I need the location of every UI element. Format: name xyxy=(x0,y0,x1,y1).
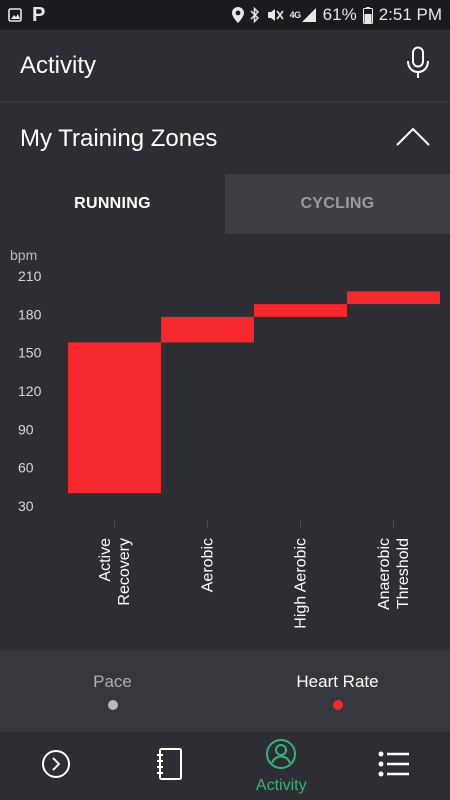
x-tick-label: Aerobic xyxy=(200,538,217,592)
y-tick-label: 180 xyxy=(18,306,42,322)
network-indicator: 4G xyxy=(290,7,317,23)
bottom-nav: Activity xyxy=(0,732,450,800)
zone-bar xyxy=(68,342,161,494)
image-icon xyxy=(8,8,22,22)
tab-running[interactable]: RUNNING xyxy=(0,174,225,234)
battery-percent: 61% xyxy=(322,5,357,24)
toggle-pace-dot xyxy=(107,700,118,710)
clock: 2:51 PM xyxy=(378,5,442,24)
location-icon xyxy=(231,7,244,23)
y-tick-label: 210 xyxy=(18,268,42,284)
nav-activity[interactable]: Activity xyxy=(225,732,338,800)
chevron-up-icon[interactable] xyxy=(396,127,430,152)
x-tick-label: High Aerobic xyxy=(293,538,310,629)
nav-menu[interactable] xyxy=(338,732,450,800)
toggle-pace-label: Pace xyxy=(93,672,132,691)
toggle-heart-rate[interactable]: Heart Rate xyxy=(225,650,450,732)
sport-tabs: RUNNING CYCLING xyxy=(0,174,450,234)
metric-toggle: Pace Heart Rate xyxy=(0,650,450,732)
y-tick-label: 60 xyxy=(18,460,34,476)
section-title: My Training Zones xyxy=(20,125,218,152)
app-bar: Activity xyxy=(0,30,450,102)
x-tick-label: Anaerobic Threshold xyxy=(376,538,412,610)
zone-bar xyxy=(161,316,254,343)
y-tick-label: 30 xyxy=(18,498,34,514)
bluetooth-icon xyxy=(250,7,260,23)
play-circle-icon xyxy=(41,749,71,784)
zone-bar xyxy=(254,304,347,317)
microphone-icon[interactable] xyxy=(406,46,430,85)
zone-bar xyxy=(347,291,440,305)
y-tick-label: 150 xyxy=(18,345,42,361)
training-zones-chart: bpm 210 180 150 120 90 60 30 Active Recovery Aerob… xyxy=(0,234,450,650)
nav-log[interactable] xyxy=(113,732,226,800)
y-axis-label: bpm xyxy=(10,247,37,263)
y-tick-label: 120 xyxy=(18,383,42,399)
toggle-heart-rate-dot xyxy=(332,700,343,710)
training-zones-header[interactable]: My Training Zones xyxy=(0,103,450,175)
zones-chart-svg: bpm 210 180 150 120 90 60 30 Active Recovery Aerob… xyxy=(10,247,440,629)
x-tick-label: Active Recovery xyxy=(97,538,133,606)
list-menu-icon xyxy=(378,751,410,782)
notebook-icon xyxy=(155,747,183,785)
toggle-heart-rate-label: Heart Rate xyxy=(296,672,379,691)
profile-icon xyxy=(265,738,297,775)
toggle-pace[interactable]: Pace xyxy=(0,650,225,732)
battery-icon xyxy=(362,6,373,24)
status-bar: P 4G 61% 2:51 PM xyxy=(0,0,450,30)
parking-icon: P xyxy=(32,3,46,26)
mute-icon xyxy=(266,7,284,23)
nav-activity-label: Activity xyxy=(255,776,307,794)
tab-cycling[interactable]: CYCLING xyxy=(225,174,450,234)
y-tick-label: 90 xyxy=(18,421,34,437)
nav-start[interactable] xyxy=(0,732,113,800)
page-title: Activity xyxy=(20,51,97,79)
signal-icon xyxy=(301,8,316,22)
